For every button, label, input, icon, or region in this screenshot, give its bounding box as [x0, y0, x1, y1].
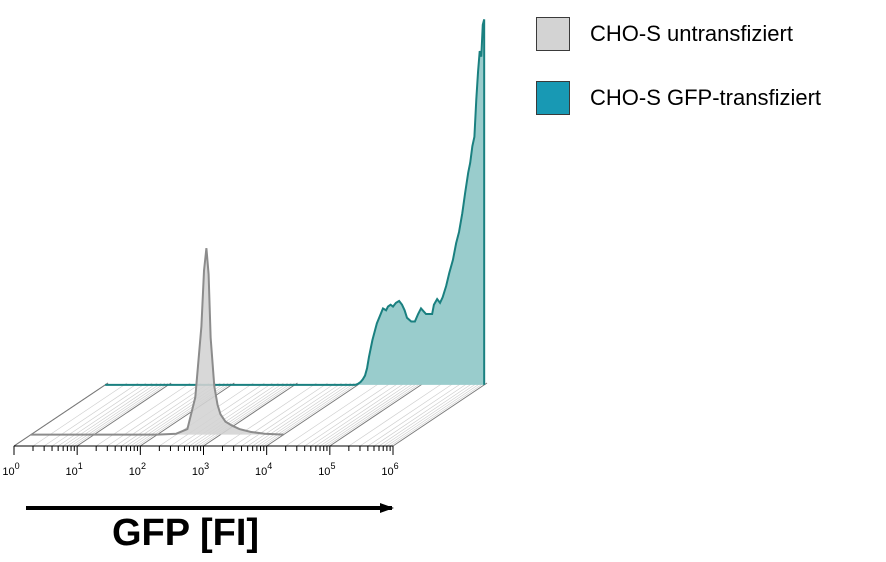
floor-gridline: [323, 382, 418, 447]
floor-gridline: [348, 382, 444, 447]
floor-gridline: [189, 382, 284, 447]
x-tick-label: 106: [381, 461, 398, 478]
floor-gridline: [296, 382, 391, 447]
legend: CHO-S untransfiziert CHO-S GFP-transfizi…: [536, 16, 821, 144]
x-tick-label: 102: [129, 461, 146, 478]
floor-gridline: [233, 382, 328, 447]
series-fill-0: [30, 248, 284, 435]
floor-gridline: [359, 382, 455, 447]
x-tick-label: 105: [318, 461, 335, 478]
floor-gridline: [319, 382, 415, 447]
floor-edge: [13, 382, 109, 447]
x-tick-label: 100: [2, 461, 19, 478]
x-tick-label: 103: [192, 461, 209, 478]
floor-gridline: [326, 382, 422, 447]
floor-gridline: [57, 382, 153, 447]
series-area-front: [30, 248, 284, 436]
floor-gridline: [383, 382, 478, 447]
x-axis-label: GFP [FI]: [112, 512, 260, 554]
series-fill-1: [105, 19, 485, 385]
floor-gridline: [178, 382, 273, 447]
floor-gridline: [389, 382, 485, 447]
axis-floor: [13, 382, 488, 447]
floor-gridline: [378, 382, 474, 447]
floor-gridline: [184, 382, 279, 447]
floor-gridline: [241, 382, 336, 447]
floor-gridline: [193, 382, 288, 447]
legend-label-untransfected: CHO-S untransfiziert: [590, 21, 793, 46]
floor-gridline: [386, 382, 482, 447]
x-tick-label: 101: [66, 461, 83, 478]
legend-swatch-untransfected: [536, 17, 570, 51]
floor-gridline: [392, 382, 488, 447]
floor-gridline: [247, 382, 342, 447]
legend-item-untransfected: CHO-S untransfiziert: [536, 16, 821, 52]
floor-gridline: [310, 382, 406, 447]
floor-gridline: [203, 382, 298, 447]
floor-gridline: [51, 382, 147, 447]
floor-gridline: [252, 382, 347, 447]
floor-gridline: [304, 382, 399, 447]
x-axis: 100 101 102 103 104 105 106: [2, 445, 399, 478]
series-line-0: [30, 248, 284, 436]
floor-gridline: [367, 382, 463, 447]
floor-gridline: [222, 382, 317, 447]
floor-gridline: [32, 382, 128, 447]
legend-label-gfp-transfected: CHO-S GFP-transfiziert: [590, 85, 822, 110]
series-line-1: [105, 19, 486, 386]
floor-gridline: [256, 382, 352, 447]
series-area-back: [105, 19, 486, 386]
floor-gridline: [197, 382, 292, 447]
floor-gridline: [329, 382, 425, 447]
floor-gridline: [67, 382, 162, 447]
legend-item-gfp-transfected: CHO-S GFP-transfiziert: [536, 80, 821, 116]
floor-gridline: [260, 382, 355, 447]
floor-gridline: [200, 382, 295, 447]
floor-gridline: [315, 382, 411, 447]
floor-gridline: [285, 382, 380, 447]
legend-swatch-gfp-transfected: [536, 81, 570, 115]
floor-gridline: [263, 382, 358, 447]
floor-gridline: [373, 382, 469, 447]
x-tick-label: 104: [255, 461, 272, 478]
